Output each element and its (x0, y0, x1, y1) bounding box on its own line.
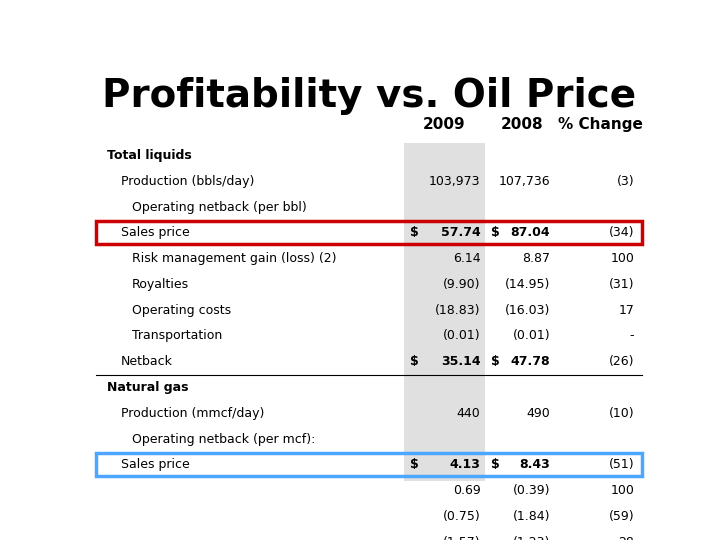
Text: (10): (10) (608, 407, 634, 420)
Text: 6.14: 6.14 (453, 252, 481, 265)
Text: (59): (59) (608, 510, 634, 523)
Text: (0.01): (0.01) (443, 329, 481, 342)
Text: Operating netback (per bbl): Operating netback (per bbl) (132, 200, 307, 213)
Text: 28: 28 (618, 536, 634, 540)
Text: (0.01): (0.01) (513, 329, 550, 342)
Bar (404, 478, 485, 503)
Text: Total liquids: Total liquids (107, 149, 192, 162)
Text: $: $ (410, 458, 419, 471)
Text: 440: 440 (457, 407, 481, 420)
Bar (404, 426, 485, 452)
Bar (404, 349, 485, 375)
Text: Netback: Netback (121, 355, 173, 368)
Text: Royalties: Royalties (132, 278, 189, 291)
Text: (9.90): (9.90) (443, 278, 481, 291)
Bar (404, 246, 485, 272)
Text: (3): (3) (616, 175, 634, 188)
Text: $: $ (490, 458, 500, 471)
Bar (404, 400, 485, 426)
Text: 103,973: 103,973 (429, 175, 481, 188)
Bar (404, 452, 485, 478)
Text: Operating costs: Operating costs (132, 303, 231, 316)
Text: -: - (629, 329, 634, 342)
Text: (34): (34) (608, 226, 634, 239)
Text: (14.95): (14.95) (505, 278, 550, 291)
Text: $: $ (490, 226, 500, 239)
Bar (404, 375, 485, 400)
Text: (0.39): (0.39) (513, 484, 550, 497)
Bar (404, 220, 485, 246)
Text: 8.43: 8.43 (520, 458, 550, 471)
Text: $: $ (410, 355, 419, 368)
Text: Risk management gain (loss) (2): Risk management gain (loss) (2) (132, 252, 336, 265)
Text: (51): (51) (608, 458, 634, 471)
Text: 100: 100 (610, 252, 634, 265)
Text: 107,736: 107,736 (499, 175, 550, 188)
Text: Transportation: Transportation (132, 329, 222, 342)
Bar (404, 194, 485, 220)
Text: 35.14: 35.14 (441, 355, 481, 368)
Text: $: $ (490, 355, 500, 368)
Text: (18.83): (18.83) (435, 303, 481, 316)
Text: Production (bbls/day): Production (bbls/day) (121, 175, 254, 188)
Text: Production (mmcf/day): Production (mmcf/day) (121, 407, 264, 420)
Text: 57.74: 57.74 (441, 226, 481, 239)
Bar (404, 272, 485, 297)
Text: (16.03): (16.03) (505, 303, 550, 316)
Text: 87.04: 87.04 (510, 226, 550, 239)
Text: Sales price: Sales price (121, 226, 189, 239)
Text: 2009: 2009 (423, 117, 466, 132)
Text: 17: 17 (618, 303, 634, 316)
Text: Sales price: Sales price (121, 458, 189, 471)
Bar (404, 503, 485, 529)
Text: (1.84): (1.84) (513, 510, 550, 523)
Text: Royalties: Royalties (132, 510, 189, 523)
Text: 47.78: 47.78 (510, 355, 550, 368)
Text: Operating costs: Operating costs (132, 536, 231, 540)
Text: $: $ (410, 226, 419, 239)
Text: % Change: % Change (558, 117, 643, 132)
Bar (404, 168, 485, 194)
Bar (404, 323, 485, 349)
Text: Profitability vs. Oil Price: Profitability vs. Oil Price (102, 77, 636, 115)
Text: (1.23): (1.23) (513, 536, 550, 540)
Bar (404, 529, 485, 540)
Text: 100: 100 (610, 484, 634, 497)
Bar (404, 297, 485, 323)
Text: (26): (26) (608, 355, 634, 368)
Text: (0.75): (0.75) (443, 510, 481, 523)
Text: (31): (31) (608, 278, 634, 291)
Text: Natural gas: Natural gas (107, 381, 188, 394)
Text: Operating netback (per mcf):: Operating netback (per mcf): (132, 433, 315, 446)
Text: 490: 490 (526, 407, 550, 420)
Text: 2008: 2008 (501, 117, 544, 132)
Text: 0.69: 0.69 (453, 484, 481, 497)
Text: Risk management gain (2): Risk management gain (2) (132, 484, 299, 497)
Text: (1.57): (1.57) (443, 536, 481, 540)
Bar (404, 143, 485, 168)
Text: 8.87: 8.87 (522, 252, 550, 265)
Text: 4.13: 4.13 (450, 458, 481, 471)
